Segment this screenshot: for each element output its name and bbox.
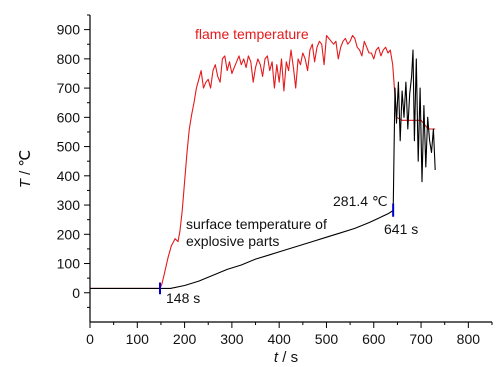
y-tick-label: 900 bbox=[57, 22, 81, 38]
y-tick-label: 0 bbox=[72, 285, 80, 301]
start-time-label: 148 s bbox=[166, 290, 200, 306]
y-axis-symbol: T bbox=[17, 177, 34, 188]
series-layer bbox=[90, 34, 436, 295]
y-tick-label: 300 bbox=[57, 197, 81, 213]
x-tick-label: 400 bbox=[267, 331, 291, 347]
ticks: 0 100 200 300 400 500 600 700 800 0 100 200 300 400 50… bbox=[57, 14, 493, 347]
y-tick-label: 400 bbox=[57, 168, 81, 184]
y-tick-label: 500 bbox=[57, 139, 81, 155]
x-tick-label: 300 bbox=[220, 331, 244, 347]
surface-temperature-label-line1: surface temperature of bbox=[186, 216, 327, 232]
x-tick-label: 800 bbox=[457, 331, 481, 347]
x-axis-symbol: t bbox=[274, 349, 279, 366]
axes bbox=[89, 15, 492, 323]
x-tick-label: 500 bbox=[315, 331, 339, 347]
y-tick-label: 800 bbox=[57, 51, 81, 67]
flame-temperature-label: flame temperature bbox=[195, 26, 309, 42]
x-axis-title: t / s bbox=[274, 349, 298, 366]
flame-temperature-line bbox=[90, 34, 436, 289]
y-axis-unit: / ℃ bbox=[17, 150, 34, 179]
y-tick-label: 600 bbox=[57, 109, 81, 125]
x-tick-label: 100 bbox=[126, 331, 150, 347]
peak-temperature-label: 281.4 ℃ bbox=[333, 193, 388, 209]
y-axis-title: T / ℃ bbox=[17, 150, 34, 189]
y-tick-label: 700 bbox=[57, 80, 81, 96]
surface-temperature-line bbox=[90, 49, 436, 289]
peak-time-label: 641 s bbox=[384, 221, 418, 237]
y-tick-label: 100 bbox=[57, 256, 81, 272]
surface-temperature-label-line2: explosive parts bbox=[186, 233, 279, 249]
x-tick-label: 700 bbox=[409, 331, 433, 347]
x-tick-label: 600 bbox=[362, 331, 386, 347]
x-axis-unit: / s bbox=[278, 349, 298, 366]
x-tick-label: 0 bbox=[86, 331, 94, 347]
y-tick-label: 200 bbox=[57, 226, 81, 242]
x-tick-label: 200 bbox=[173, 331, 197, 347]
